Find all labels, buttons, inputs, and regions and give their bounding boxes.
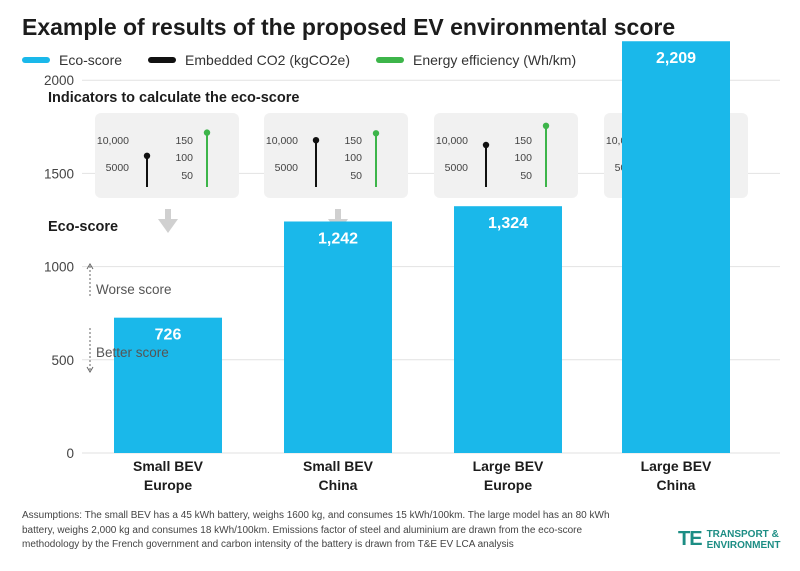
x-tick-label-line: Large BEV xyxy=(641,458,712,474)
x-tick-label-line: China xyxy=(657,477,696,493)
indicator-panel-bg xyxy=(95,113,239,198)
better-arrow-head xyxy=(86,366,94,373)
legend-item-eco-score: Eco-score xyxy=(22,52,122,68)
bar-value-label: 726 xyxy=(155,327,182,344)
legend-item-embedded-co2: Embedded CO2 (kgCO2e) xyxy=(148,52,350,68)
co2-axis-label: 5000 xyxy=(445,162,469,174)
y-tick-label: 1000 xyxy=(44,260,74,275)
bar xyxy=(114,317,222,453)
bar xyxy=(284,221,392,453)
co2-axis-label: 10,000 xyxy=(266,135,298,147)
y-axis-ticks: 0 500 1000 1500 2000 xyxy=(44,73,74,461)
chart-title: Example of results of the proposed EV en… xyxy=(22,14,676,40)
co2-axis-label: 5000 xyxy=(106,162,130,174)
legend-swatch-energy-efficiency xyxy=(376,57,404,63)
co2-axis-label: 10,000 xyxy=(97,135,129,147)
legend: Eco-score Embedded CO2 (kgCO2e) Energy e… xyxy=(22,52,602,68)
legend-label-embedded-co2: Embedded CO2 (kgCO2e) xyxy=(185,52,350,68)
efficiency-axis-label: 150 xyxy=(514,135,532,147)
down-arrow-head xyxy=(158,219,178,233)
indicators-heading: Indicators to calculate the eco-score xyxy=(48,90,300,106)
x-tick-label-line: Small BEV xyxy=(133,458,204,474)
logo-line-2: ENVIRONMENT xyxy=(706,539,781,551)
x-tick-label-line: Europe xyxy=(144,477,192,493)
x-tick-label: Large BEV China xyxy=(641,458,712,493)
bar-value-label: 2,209 xyxy=(656,50,696,67)
y-tick-label: 2000 xyxy=(44,73,74,88)
efficiency-dot xyxy=(542,122,550,129)
legend-swatch-eco-score xyxy=(22,57,50,63)
indicator-panel: 10,000 5000 150 100 50 xyxy=(264,113,408,198)
y-tick-label: 500 xyxy=(51,353,74,368)
logo: TE TRANSPORT & ENVIRONMENT xyxy=(678,528,780,551)
y-tick-label: 1500 xyxy=(44,166,74,181)
x-tick-label-line: Large BEV xyxy=(473,458,544,474)
bar xyxy=(454,206,562,453)
y-tick-label: 0 xyxy=(66,446,74,461)
down-arrow-icon xyxy=(158,209,178,233)
efficiency-dot xyxy=(372,130,380,137)
co2-axis-label: 10,000 xyxy=(436,135,468,147)
worse-arrow-head xyxy=(86,263,94,270)
bar xyxy=(622,41,730,453)
eco-score-heading: Eco-score xyxy=(48,219,119,235)
efficiency-axis-label: 150 xyxy=(344,135,362,147)
x-axis-labels: Small BEV Europe Small BEV China Large BEV Eu… xyxy=(133,458,712,493)
legend-item-energy-efficiency: Energy efficiency (Wh/km) xyxy=(376,52,576,68)
score-annotations: Worse score Better score xyxy=(86,263,172,373)
efficiency-axis-label: 50 xyxy=(350,170,362,182)
co2-dot xyxy=(143,152,151,159)
efficiency-axis-label: 100 xyxy=(344,152,362,164)
co2-axis-label: 5000 xyxy=(275,162,299,174)
legend-swatch-embedded-co2 xyxy=(148,57,177,63)
efficiency-axis-label: 50 xyxy=(520,170,532,182)
indicator-panel-bg xyxy=(264,113,408,198)
x-tick-label: Large BEV Europe xyxy=(473,458,544,493)
logo-line-1: TRANSPORT & xyxy=(706,528,779,540)
legend-label-eco-score: Eco-score xyxy=(59,52,123,68)
x-tick-label: Small BEV China xyxy=(303,458,374,493)
x-tick-label-line: Small BEV xyxy=(303,458,374,474)
co2-dot xyxy=(312,137,320,144)
better-score-annotation: Better score xyxy=(96,345,169,360)
x-tick-label-line: Europe xyxy=(484,477,532,493)
down-arrow-stem xyxy=(165,209,171,220)
efficiency-axis-label: 100 xyxy=(514,152,532,164)
efficiency-axis-label: 100 xyxy=(175,152,193,164)
bar-value-label: 1,324 xyxy=(488,215,528,232)
worse-score-annotation: Worse score xyxy=(96,282,172,297)
co2-dot xyxy=(482,141,490,149)
indicator-panel-bg xyxy=(434,113,578,198)
bars: 726 1,242 1,324 2,209 xyxy=(114,41,730,453)
logo-mark: TE xyxy=(678,528,703,550)
x-tick-label-line: China xyxy=(319,477,358,493)
efficiency-axis-label: 150 xyxy=(175,135,193,147)
bar-value-label: 1,242 xyxy=(318,230,358,247)
indicator-panel: 10,000 5000 150 100 50 xyxy=(434,113,578,198)
indicator-panel: 10,000 5000 150 100 50 xyxy=(95,113,239,198)
efficiency-dot xyxy=(203,129,211,136)
footnote: Assumptions: The small BEV has a 45 kWh … xyxy=(22,510,610,550)
x-tick-label: Small BEV Europe xyxy=(133,458,204,493)
down-arrow-stem xyxy=(335,209,341,220)
efficiency-axis-label: 50 xyxy=(181,170,193,182)
logo-text: TRANSPORT & ENVIRONMENT xyxy=(707,529,781,551)
legend-label-energy-efficiency: Energy efficiency (Wh/km) xyxy=(413,52,577,68)
